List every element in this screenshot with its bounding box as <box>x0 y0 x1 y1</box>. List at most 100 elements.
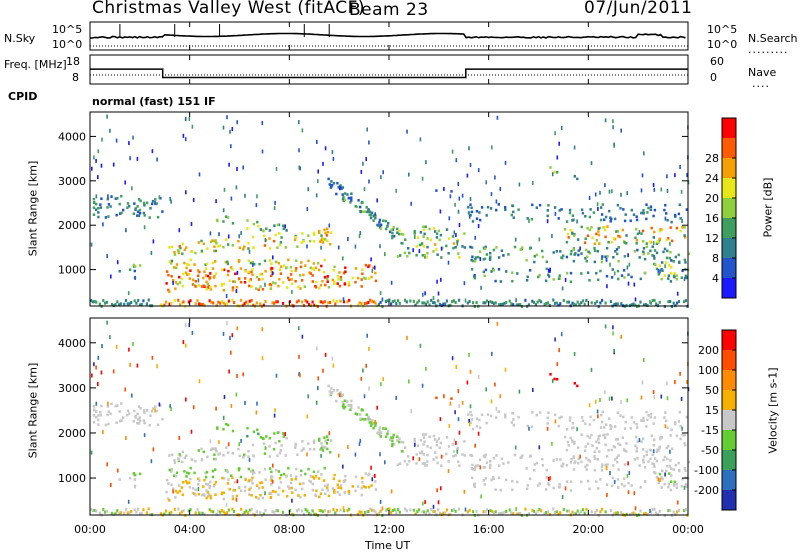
echo-cell <box>404 446 407 449</box>
ground-scatter-mark <box>562 299 565 302</box>
noise-cell <box>528 426 530 431</box>
echo-cell <box>558 416 561 420</box>
echo-cell <box>136 210 140 214</box>
echo-cell <box>440 464 443 467</box>
echo-cell <box>570 458 573 461</box>
noise-cell <box>337 453 340 458</box>
echo-cell <box>357 406 360 409</box>
ground-scatter-mark <box>395 511 398 514</box>
echo-cell <box>463 246 467 249</box>
noise-cell <box>170 407 172 412</box>
echo-cell <box>276 223 279 227</box>
echo-cell <box>97 423 100 426</box>
echo-cell <box>275 260 278 264</box>
noise-cell <box>458 223 461 227</box>
noise-cell <box>215 406 217 411</box>
noise-cell <box>515 507 517 512</box>
echo-cell <box>420 450 424 453</box>
power-cbar-tick-label: 28 <box>705 152 719 165</box>
echo-cell <box>589 415 592 419</box>
echo-cell <box>318 437 321 441</box>
echo-cell <box>545 267 548 271</box>
ground-scatter-mark <box>369 298 372 302</box>
echo-cell <box>128 268 132 271</box>
noise-cell <box>384 252 386 257</box>
echo-cell <box>133 202 136 205</box>
echo-cell <box>351 485 354 488</box>
noise-cell <box>261 356 264 361</box>
ground-scatter-mark <box>630 512 633 516</box>
echo-cell <box>571 422 575 425</box>
echo-cell <box>347 492 351 496</box>
noise-cell <box>490 192 493 197</box>
echo-cell <box>683 442 686 445</box>
noise-cell <box>447 469 450 473</box>
echo-cell <box>118 202 121 206</box>
echo-cell <box>207 493 210 496</box>
ground-scatter-mark <box>519 512 522 515</box>
echo-cell <box>452 454 455 458</box>
echo-cell <box>445 436 449 439</box>
echo-cell <box>560 208 563 211</box>
ground-scatter-mark <box>613 303 616 307</box>
ground-scatter-mark <box>199 302 203 306</box>
echo-cell <box>547 204 550 207</box>
echo-cell <box>538 273 541 277</box>
noise-cell <box>227 234 230 239</box>
echo-cell <box>612 256 615 259</box>
echo-cell <box>660 267 663 271</box>
velocity-ytick-label: 2000 <box>58 427 86 440</box>
echo-cell <box>495 454 498 457</box>
echo-cell <box>312 448 316 451</box>
echo-cell <box>645 203 648 206</box>
noise-cell <box>551 234 553 238</box>
ground-scatter-mark <box>397 299 400 303</box>
ground-scatter-mark <box>138 303 141 307</box>
echo-cell <box>205 475 208 479</box>
ground-scatter-mark <box>552 507 555 511</box>
echo-cell <box>204 471 207 475</box>
echo-cell <box>278 277 281 281</box>
echo-cell <box>606 225 609 228</box>
echo-cell <box>667 482 671 486</box>
ground-scatter-mark <box>414 303 417 307</box>
echo-cell <box>393 234 396 238</box>
noise-cell <box>641 380 644 385</box>
ground-scatter-mark <box>274 300 278 304</box>
echo-cell <box>327 384 330 388</box>
noise-cell <box>606 492 608 497</box>
ground-scatter-mark <box>684 508 687 511</box>
echo-cell <box>645 450 648 453</box>
echo-cell <box>211 239 214 242</box>
echo-cell <box>600 465 604 469</box>
noise-cell <box>359 438 362 443</box>
echo-cell <box>611 268 614 271</box>
ground-scatter-mark <box>651 507 654 511</box>
echo-cell <box>670 259 673 262</box>
noise-cell <box>236 120 238 125</box>
echo-cell <box>424 464 427 467</box>
power-ytick-label: 2000 <box>58 219 86 232</box>
echo-cell <box>683 234 686 237</box>
echo-cell <box>215 242 218 245</box>
echo-cell <box>568 208 572 212</box>
echo-cell <box>295 475 298 478</box>
echo-cell <box>212 276 216 279</box>
echo-cell <box>100 404 103 408</box>
echo-cell <box>92 420 96 424</box>
echo-cell <box>330 387 333 390</box>
echo-cell <box>672 468 675 471</box>
freq-tick-bottom: 8 <box>72 71 79 84</box>
echo-cell <box>226 470 230 474</box>
echo-cell <box>314 494 318 498</box>
echo-cell <box>320 264 323 268</box>
echo-cell <box>627 481 630 485</box>
ground-scatter-mark <box>583 511 586 515</box>
noise-cell <box>457 209 460 214</box>
ground-scatter-mark <box>208 508 211 512</box>
echo-cell <box>137 405 141 408</box>
ground-scatter-mark <box>313 303 316 307</box>
echo-cell <box>285 475 288 478</box>
echo-cell <box>553 206 557 209</box>
echo-cell <box>311 475 314 479</box>
